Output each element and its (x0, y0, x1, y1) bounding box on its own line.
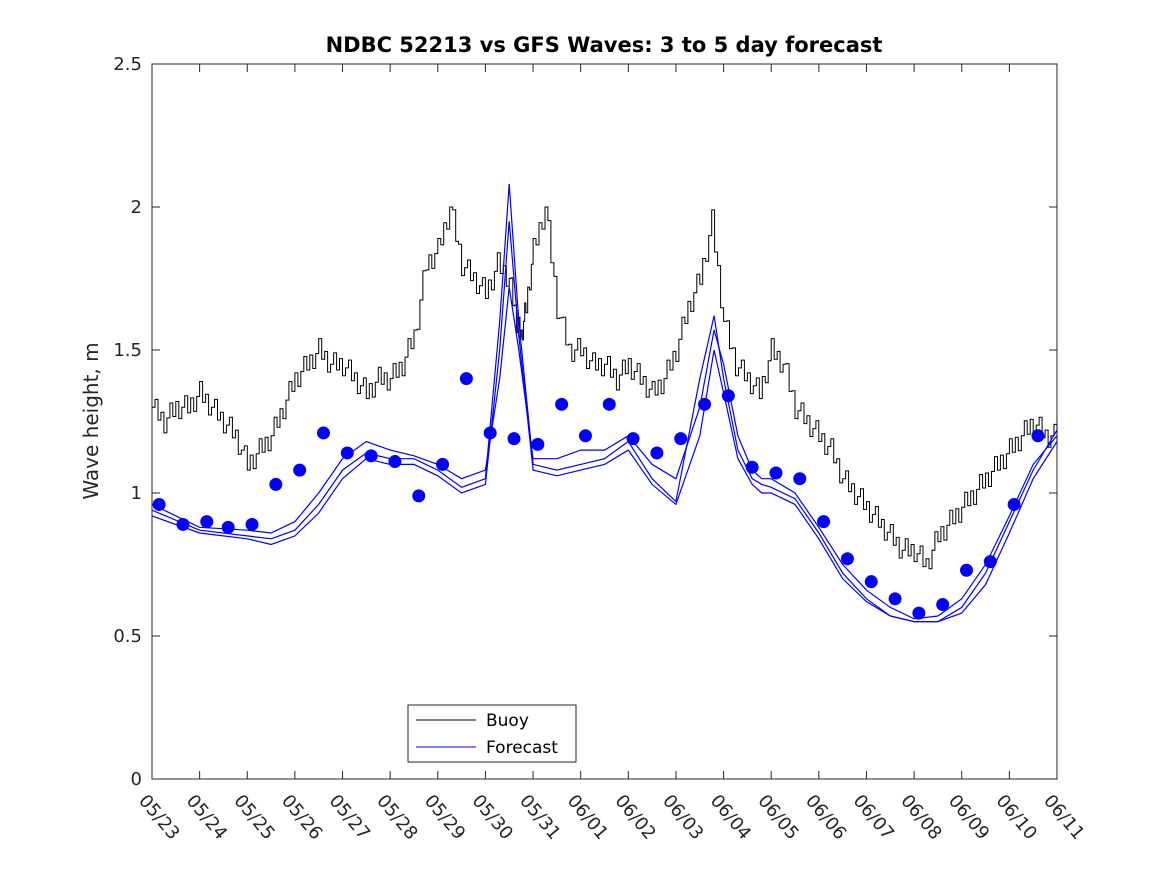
forecast-point (793, 472, 807, 486)
forecast-point (507, 432, 521, 446)
x-tick-label: 05/23 (134, 791, 183, 844)
x-tick-label: 06/11 (1039, 791, 1088, 844)
y-tick-label: 2.5 (113, 54, 142, 75)
forecast-point (269, 477, 283, 491)
x-tick-label: 06/04 (706, 791, 755, 844)
forecast-point (200, 515, 214, 529)
legend-forecast-label: Forecast (486, 738, 558, 758)
series-forecast-line (151, 287, 1058, 620)
forecast-point (531, 437, 545, 451)
forecast-point (340, 446, 354, 460)
forecast-point (412, 489, 426, 503)
y-tick-label: 1.5 (113, 340, 142, 361)
forecast-point (388, 455, 402, 469)
forecast-point (602, 397, 616, 411)
legend: Buoy Forecast (407, 704, 577, 763)
forecast-point (459, 372, 473, 386)
legend-box (407, 704, 577, 763)
legend-buoy-label: Buoy (486, 711, 529, 731)
x-tick-label: 06/09 (944, 791, 993, 844)
forecast-point (221, 520, 235, 534)
forecast-point (912, 606, 926, 620)
x-tick-label: 05/26 (277, 791, 326, 844)
forecast-point (578, 429, 592, 443)
x-tick-label: 05/25 (229, 791, 278, 844)
forecast-point (293, 463, 307, 477)
forecast-point (840, 552, 854, 566)
series-buoy-line (152, 206, 1058, 570)
x-tick-label: 06/03 (658, 791, 707, 844)
x-tick-label: 06/07 (849, 791, 898, 844)
y-axis-label: Wave height, m (79, 342, 103, 499)
x-tick-label: 06/10 (992, 791, 1041, 844)
forecast-point (674, 432, 688, 446)
forecast-point (936, 598, 950, 612)
x-tick-label: 05/27 (325, 791, 374, 844)
x-tick-label: 06/06 (801, 791, 850, 844)
chart-title: NDBC 52213 vs GFS Waves: 3 to 5 day fore… (326, 33, 883, 57)
x-tick-label: 06/08 (896, 791, 945, 844)
axes-box (151, 63, 1058, 780)
y-tick-label: 0 (131, 769, 142, 790)
forecast-point (888, 592, 902, 606)
forecast-point (152, 497, 166, 511)
x-tick-label: 06/05 (753, 791, 802, 844)
forecast-point (626, 432, 640, 446)
forecast-point (769, 466, 783, 480)
y-tick-label: 0.5 (113, 626, 142, 647)
x-tick-label: 05/31 (515, 791, 564, 844)
x-tick-label: 05/24 (182, 791, 231, 844)
forecast-point (1031, 429, 1045, 443)
x-tick-label: 06/02 (610, 791, 659, 844)
forecast-point (316, 426, 330, 440)
forecast-point (555, 397, 569, 411)
y-tick-label: 2 (131, 197, 142, 218)
x-tick-label: 05/30 (468, 791, 517, 844)
forecast-point (960, 563, 973, 577)
x-tick-label: 06/01 (563, 791, 612, 844)
forecast-point (745, 460, 759, 474)
forecast-point (483, 426, 497, 440)
forecast-point (245, 517, 259, 531)
forecast-point (650, 446, 664, 460)
x-tick-label: 05/29 (420, 791, 469, 844)
plot-area: 00.511.522.505/2305/2405/2505/2605/2705/… (113, 54, 1088, 844)
y-tick-label: 1 (131, 483, 142, 504)
forecast-point (436, 457, 450, 471)
forecast-point (864, 575, 878, 589)
series-forecast-line (151, 221, 1058, 623)
x-tick-label: 05/28 (372, 791, 421, 844)
forecast-point (817, 515, 831, 529)
